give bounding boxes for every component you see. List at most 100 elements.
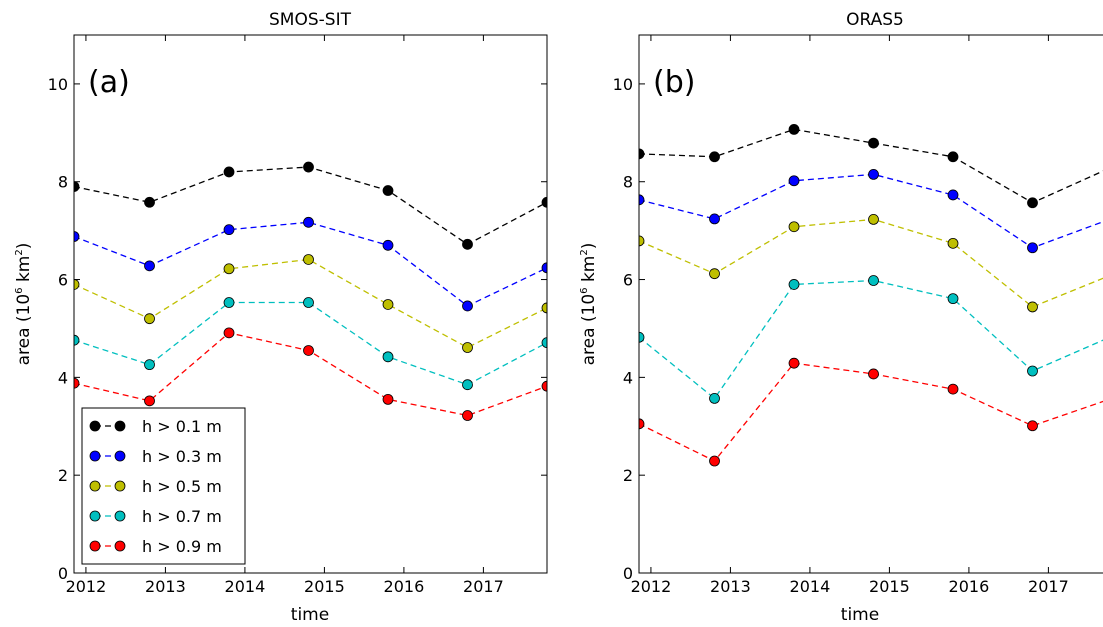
x-tick-label: 2012 — [66, 577, 107, 596]
series-b — [639, 123, 1103, 467]
y-tick-label: 0 — [623, 564, 633, 583]
data-point-h-0-9-m — [639, 418, 645, 430]
data-point-h-0-7-m — [788, 279, 800, 290]
data-point-h-0-5-m — [382, 299, 394, 310]
legend-label: h > 0.3 m — [142, 447, 222, 466]
x-tick-label: 2013 — [710, 577, 751, 596]
legend-label: h > 0.7 m — [142, 507, 222, 526]
legend-marker — [89, 480, 101, 492]
data-point-h-0-9-m — [1027, 420, 1038, 432]
chart-title-a: SMOS-SIT — [269, 10, 352, 30]
data-point-h-0-9-m — [223, 327, 235, 339]
data-point-h-0-9-m — [947, 383, 959, 395]
data-point-h-0-7-m — [223, 297, 235, 308]
data-point-h-0-3-m — [639, 194, 645, 206]
y-tick-label: 8 — [623, 173, 633, 192]
data-point-h-0-7-m — [709, 392, 720, 404]
legend-label: h > 0.9 m — [142, 537, 222, 556]
data-point-h-0-5-m — [303, 254, 314, 265]
x-tick-label: 2017 — [1028, 577, 1069, 596]
legend-marker — [114, 450, 126, 462]
panel-oras5: 0 2 4 6 8 10 2012 2013 2014 2015 2016 2017 ORAS5 (b… — [579, 10, 1103, 625]
data-point-h-0-7-m — [462, 379, 473, 391]
data-point-h-0-5-m — [74, 279, 80, 290]
data-point-h-0-9-m — [303, 345, 314, 356]
data-point-h-0-5-m — [1027, 301, 1038, 313]
panel-label-b: (b) — [653, 65, 695, 100]
data-point-h-0-3-m — [709, 213, 720, 225]
y-axis-label-a: area (106 km2) — [14, 243, 34, 366]
panel-label-a: (a) — [88, 65, 130, 100]
data-point-h-0-1-m — [868, 137, 879, 149]
y-tick-label: 2 — [58, 466, 68, 485]
data-point-h-0-3-m — [462, 300, 473, 312]
x-axis-label-b: time — [841, 605, 879, 625]
data-point-h-0-9-m — [382, 393, 394, 405]
data-point-h-0-7-m — [947, 293, 959, 305]
legend-marker — [89, 420, 101, 432]
data-point-h-0-5-m — [144, 313, 155, 325]
data-point-h-0-3-m — [541, 262, 547, 274]
y-tick-label: 6 — [58, 271, 68, 290]
x-tick-label: 2015 — [304, 577, 345, 596]
y-axis-label-b: area (106 km2) — [579, 243, 599, 366]
data-point-h-0-5-m — [223, 263, 235, 275]
legend-marker — [89, 450, 101, 462]
data-point-h-0-5-m — [947, 237, 959, 249]
data-point-h-0-7-m — [541, 337, 547, 349]
plot-frame-b — [638, 34, 1103, 574]
data-point-h-0-7-m — [303, 297, 314, 308]
plot-frame-a — [73, 34, 548, 574]
x-tick-label: 2014 — [790, 577, 831, 596]
y-tick-label: 2 — [623, 466, 633, 485]
data-point-h-0-3-m — [303, 216, 314, 228]
y-tick-label: 6 — [623, 271, 633, 290]
data-point-h-0-9-m — [74, 377, 80, 389]
legend-marker — [114, 420, 126, 432]
legend-marker — [114, 510, 126, 522]
data-point-h-0-3-m — [1027, 242, 1038, 254]
data-point-h-0-1-m — [223, 166, 235, 178]
data-point-h-0-5-m — [709, 268, 720, 280]
data-point-h-0-3-m — [223, 224, 235, 236]
y-tick-label: 8 — [58, 173, 68, 192]
legend-marker — [114, 540, 126, 552]
data-point-h-0-9-m — [788, 357, 800, 369]
data-point-h-0-1-m — [947, 151, 959, 163]
data-point-h-0-1-m — [788, 123, 800, 135]
data-point-h-0-3-m — [74, 231, 80, 242]
x-tick-label: 2014 — [225, 577, 266, 596]
data-point-h-0-9-m — [709, 455, 720, 467]
data-point-h-0-7-m — [639, 331, 645, 343]
ticks-a: 0 2 4 6 8 10 2012 2013 2014 2015 2016 2017 — [48, 35, 547, 596]
data-point-h-0-7-m — [1027, 365, 1038, 377]
data-point-h-0-5-m — [462, 342, 473, 353]
legend-label: h > 0.5 m — [142, 477, 222, 496]
y-tick-label: 0 — [58, 564, 68, 583]
legend-marker — [89, 540, 101, 552]
data-point-h-0-3-m — [947, 189, 959, 201]
legend-marker — [114, 480, 126, 492]
ticks-b: 0 2 4 6 8 10 2012 2013 2014 2015 2016 2017 — [613, 35, 1069, 596]
data-point-h-0-5-m — [639, 235, 645, 247]
data-point-h-0-1-m — [303, 161, 314, 173]
data-point-h-0-1-m — [382, 185, 394, 196]
legend: h > 0.1 m h > 0.3 m h > 0.5 m h > 0.7 m h > … — [81, 407, 246, 565]
series-a — [74, 161, 547, 421]
data-point-h-0-3-m — [144, 260, 155, 272]
data-point-h-0-3-m — [382, 239, 394, 251]
data-point-h-0-1-m — [144, 196, 155, 208]
data-point-h-0-5-m — [541, 302, 547, 314]
data-point-h-0-3-m — [868, 168, 879, 180]
data-point-h-0-9-m — [144, 395, 155, 407]
y-tick-label: 10 — [48, 75, 68, 94]
data-point-h-0-5-m — [868, 213, 879, 225]
y-tick-label: 4 — [623, 368, 633, 387]
y-tick-label: 10 — [613, 75, 633, 94]
data-point-h-0-1-m — [639, 148, 645, 160]
legend-label: h > 0.1 m — [142, 417, 222, 436]
x-tick-label: 2016 — [384, 577, 425, 596]
x-tick-label: 2012 — [631, 577, 672, 596]
x-tick-label: 2017 — [463, 577, 504, 596]
chart-title-b: ORAS5 — [846, 10, 904, 30]
